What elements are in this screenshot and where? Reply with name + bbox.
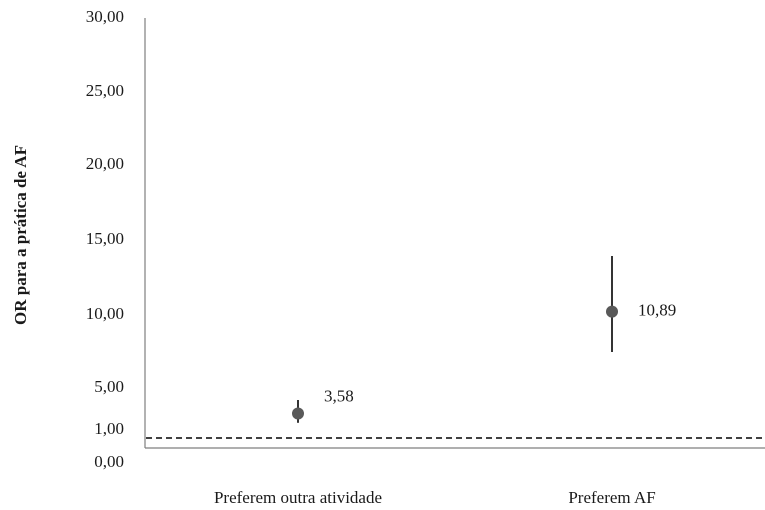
x-category-label: Preferem outra atividade (214, 488, 382, 507)
y-tick-label: 5,00 (94, 377, 124, 396)
x-category-label: Preferem AF (568, 488, 655, 507)
data-points: 3,58 10,89 (292, 256, 676, 423)
data-label: 10,89 (638, 301, 676, 320)
y-ticks: 0,00 1,00 5,00 10,00 15,00 20,00 25,00 30,00 (86, 7, 124, 471)
data-point (606, 305, 618, 318)
y-tick-label: 15,00 (86, 229, 124, 248)
x-categories: Preferem outra atividade Preferem AF (214, 488, 656, 507)
y-tick-label: 25,00 (86, 81, 124, 100)
y-tick-label: 30,00 (86, 7, 124, 26)
y-tick-label: 1,00 (94, 419, 124, 438)
y-tick-label: 10,00 (86, 304, 124, 323)
y-tick-label: 20,00 (86, 154, 124, 173)
y-tick-label: 0,00 (94, 452, 124, 471)
data-point (292, 407, 304, 420)
y-axis-title: OR para a prática de AF (11, 145, 30, 325)
data-label: 3,58 (324, 386, 354, 405)
